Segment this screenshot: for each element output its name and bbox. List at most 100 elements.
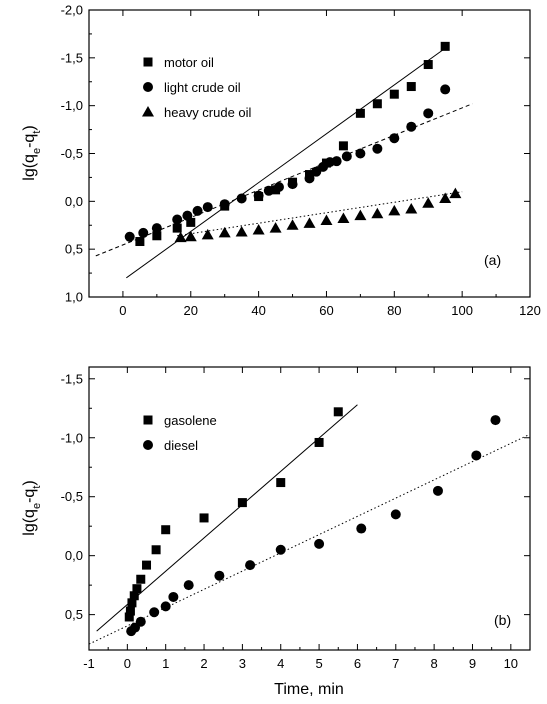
data-point xyxy=(124,612,134,622)
data-point xyxy=(449,187,462,199)
data-point xyxy=(338,141,348,151)
data-point xyxy=(183,580,194,591)
x-tick-label: 10 xyxy=(504,656,518,671)
y-axis-title-b: lg(qe-qt) xyxy=(21,480,43,535)
data-point xyxy=(341,151,352,162)
data-point xyxy=(184,230,197,242)
x-tick-label: 4 xyxy=(277,656,284,671)
data-point xyxy=(432,485,443,496)
data-point xyxy=(263,185,274,196)
data-point xyxy=(151,545,161,555)
fit-line xyxy=(177,191,463,237)
data-point xyxy=(423,108,434,119)
data-point xyxy=(314,538,325,549)
data-point xyxy=(372,99,382,109)
data-point xyxy=(320,214,333,225)
data-point xyxy=(161,525,171,535)
y-tick-label: -1,0 xyxy=(61,98,83,113)
data-point xyxy=(252,224,265,235)
data-point xyxy=(235,225,248,237)
data-points-b xyxy=(124,407,501,637)
y-tick-label: 0,5 xyxy=(65,242,83,257)
data-point xyxy=(333,407,343,417)
y-axis-title-a: lg(qe-qt) xyxy=(21,125,43,180)
data-point xyxy=(390,509,401,520)
data-point xyxy=(405,202,418,214)
legend-label: diesel xyxy=(164,438,198,453)
data-point xyxy=(286,219,299,230)
data-point xyxy=(149,607,160,618)
panel-a: 0 20 40 60 80 100 120 -2,0 -1,5 -1,0 -0,5 0,0 0,5 1,… xyxy=(21,3,541,319)
data-point xyxy=(303,217,316,228)
data-point xyxy=(174,231,187,243)
x-axis-b: -1 0 1 2 3 4 5 6 7 8 9 10 xyxy=(83,367,518,671)
data-point xyxy=(218,226,231,238)
data-point xyxy=(124,231,135,242)
data-point xyxy=(440,41,450,51)
x-tick-label: 20 xyxy=(184,303,198,318)
data-point xyxy=(236,193,247,204)
x-tick-label: 100 xyxy=(451,303,473,318)
data-point xyxy=(389,133,400,144)
data-point xyxy=(201,228,214,240)
x-tick-label: 7 xyxy=(392,656,399,671)
data-point xyxy=(287,179,298,190)
data-point xyxy=(172,214,183,225)
data-point xyxy=(127,598,137,608)
data-point xyxy=(355,108,365,118)
data-point xyxy=(356,523,367,534)
data-point xyxy=(132,584,142,594)
x-tick-label: 0 xyxy=(119,303,126,318)
fit-lines-a xyxy=(95,47,473,279)
data-point xyxy=(314,437,324,447)
data-point xyxy=(423,60,433,70)
data-point xyxy=(276,478,286,488)
data-point xyxy=(406,121,417,132)
legend-marker xyxy=(143,57,153,67)
data-point xyxy=(269,222,282,233)
data-point xyxy=(237,498,247,508)
data-point xyxy=(337,212,350,224)
legend-a: motor oil light crude oil heavy crude oil xyxy=(142,55,252,120)
data-point xyxy=(440,84,451,95)
data-point xyxy=(202,202,213,213)
data-point xyxy=(406,82,416,92)
data-point xyxy=(245,560,256,571)
data-point xyxy=(168,591,179,602)
legend-marker xyxy=(142,106,154,117)
x-tick-label: 80 xyxy=(387,303,401,318)
data-point xyxy=(135,616,146,627)
data-point xyxy=(135,237,145,247)
data-point xyxy=(125,606,135,616)
x-tick-label: 0 xyxy=(124,656,131,671)
data-point xyxy=(160,601,171,612)
legend-label: heavy crude oil xyxy=(164,105,252,120)
data-point xyxy=(136,574,146,584)
data-point xyxy=(152,231,162,241)
panel-b: -1 0 1 2 3 4 5 6 7 8 9 10 -1,5 -1,0 -0,5 0,0 0,5 gasole… xyxy=(21,366,531,698)
data-points-a xyxy=(124,41,462,247)
legend-marker xyxy=(143,415,153,425)
data-point xyxy=(199,513,209,523)
data-point xyxy=(273,181,284,192)
plot-frame-b xyxy=(88,366,531,651)
y-tick-label: -0,5 xyxy=(61,146,83,161)
x-tick-label: 120 xyxy=(519,303,541,318)
x-tick-label: 6 xyxy=(354,656,361,671)
data-point xyxy=(142,560,152,570)
y-tick-label: -0,5 xyxy=(61,489,83,504)
x-tick-label: 5 xyxy=(315,656,322,671)
y-tick-label: 0,5 xyxy=(65,607,83,622)
data-point xyxy=(253,190,264,201)
data-point xyxy=(388,204,401,216)
data-point xyxy=(372,143,383,154)
plot-frame-a xyxy=(88,9,531,298)
y-tick-label: -1,0 xyxy=(61,430,83,445)
data-point xyxy=(219,199,230,210)
y-tick-label: -1,5 xyxy=(61,50,83,65)
x-tick-label: 1 xyxy=(162,656,169,671)
legend-marker xyxy=(143,440,153,450)
y-tick-label: 1,0 xyxy=(65,290,83,305)
y-axis-b: -1,5 -1,0 -0,5 0,0 0,5 xyxy=(61,371,530,622)
